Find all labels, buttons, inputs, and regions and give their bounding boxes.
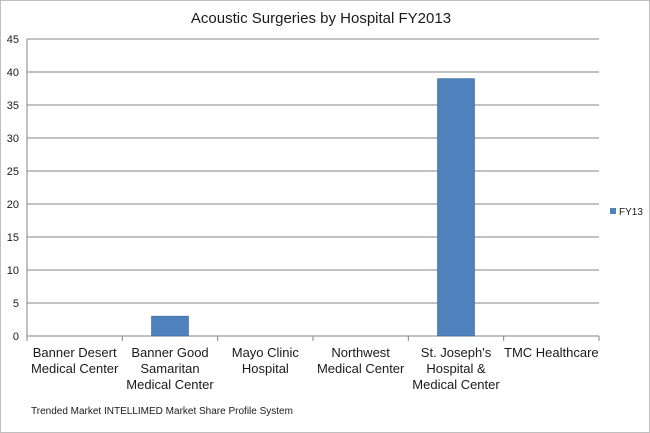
legend-label: FY13	[619, 207, 643, 218]
bars	[151, 78, 475, 337]
y-tick-label: 0	[13, 331, 19, 343]
legend-swatch	[610, 208, 616, 214]
y-tick-label: 35	[7, 100, 19, 112]
x-category-label: Medical Center	[317, 361, 405, 376]
x-category-label: TMC Healthcare	[504, 345, 599, 360]
x-category-label: Medical Center	[31, 361, 119, 376]
legend: FY13	[610, 207, 643, 218]
bar	[151, 315, 189, 337]
x-category-label: Hospital &	[426, 361, 486, 376]
x-category-label: Medical Center	[126, 377, 214, 392]
x-category-label: St. Joseph's	[421, 345, 492, 360]
y-tick-label: 15	[7, 232, 19, 244]
y-tick-label: 25	[7, 166, 19, 178]
x-category-label: Mayo Clinic	[232, 345, 300, 360]
y-tick-label: 10	[7, 265, 19, 277]
x-category-label: Samaritan	[140, 361, 199, 376]
chart-title: Acoustic Surgeries by Hospital FY2013	[191, 10, 451, 27]
x-category-label: Banner Good	[131, 345, 208, 360]
y-axis-ticks: 0 5 10 15 20 25 30 35 40 45	[7, 34, 19, 343]
bar	[437, 78, 475, 337]
source-note: Trended Market INTELLIMED Market Share P…	[31, 406, 293, 417]
y-tick-label: 45	[7, 34, 19, 46]
y-tick-label: 40	[7, 67, 19, 79]
gridlines	[26, 38, 600, 341]
y-tick-label: 20	[7, 199, 19, 211]
y-tick-label: 5	[13, 298, 19, 310]
x-category-label: Medical Center	[412, 377, 500, 392]
x-category-label: Northwest	[331, 345, 390, 360]
x-category-label: Banner Desert	[33, 345, 117, 360]
y-tick-label: 30	[7, 133, 19, 145]
x-category-label: Hospital	[242, 361, 289, 376]
